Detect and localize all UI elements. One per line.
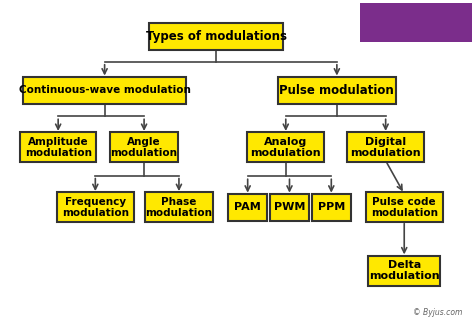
FancyBboxPatch shape xyxy=(23,77,186,104)
FancyBboxPatch shape xyxy=(366,193,443,223)
Text: PAM: PAM xyxy=(234,203,261,213)
FancyBboxPatch shape xyxy=(368,256,440,286)
Text: Pulse modulation: Pulse modulation xyxy=(280,84,394,97)
Text: The Learning App: The Learning App xyxy=(414,24,462,29)
FancyBboxPatch shape xyxy=(110,132,178,162)
Text: Continuous-wave modulation: Continuous-wave modulation xyxy=(18,85,191,95)
FancyBboxPatch shape xyxy=(149,23,283,50)
Text: Angle
modulation: Angle modulation xyxy=(110,137,178,158)
Text: Phase
modulation: Phase modulation xyxy=(146,197,212,218)
Text: Delta
modulation: Delta modulation xyxy=(369,260,439,281)
Text: Analog
modulation: Analog modulation xyxy=(250,137,321,158)
FancyBboxPatch shape xyxy=(145,193,213,223)
FancyBboxPatch shape xyxy=(278,77,396,104)
Text: Pulse code
modulation: Pulse code modulation xyxy=(371,197,438,218)
Text: BYJU'S: BYJU'S xyxy=(427,14,462,24)
Text: Amplitude
modulation: Amplitude modulation xyxy=(25,137,91,158)
FancyBboxPatch shape xyxy=(247,132,324,162)
FancyBboxPatch shape xyxy=(57,193,134,223)
Text: Digital
modulation: Digital modulation xyxy=(350,137,421,158)
Text: PWM: PWM xyxy=(274,203,305,213)
FancyBboxPatch shape xyxy=(228,194,267,221)
Text: Types of modulations: Types of modulations xyxy=(146,30,287,43)
FancyBboxPatch shape xyxy=(311,194,351,221)
FancyBboxPatch shape xyxy=(270,194,309,221)
FancyBboxPatch shape xyxy=(20,132,97,162)
FancyBboxPatch shape xyxy=(347,132,424,162)
Text: PPM: PPM xyxy=(318,203,345,213)
Text: © Byjus.com: © Byjus.com xyxy=(413,307,462,317)
Text: Frequency
modulation: Frequency modulation xyxy=(62,197,129,218)
